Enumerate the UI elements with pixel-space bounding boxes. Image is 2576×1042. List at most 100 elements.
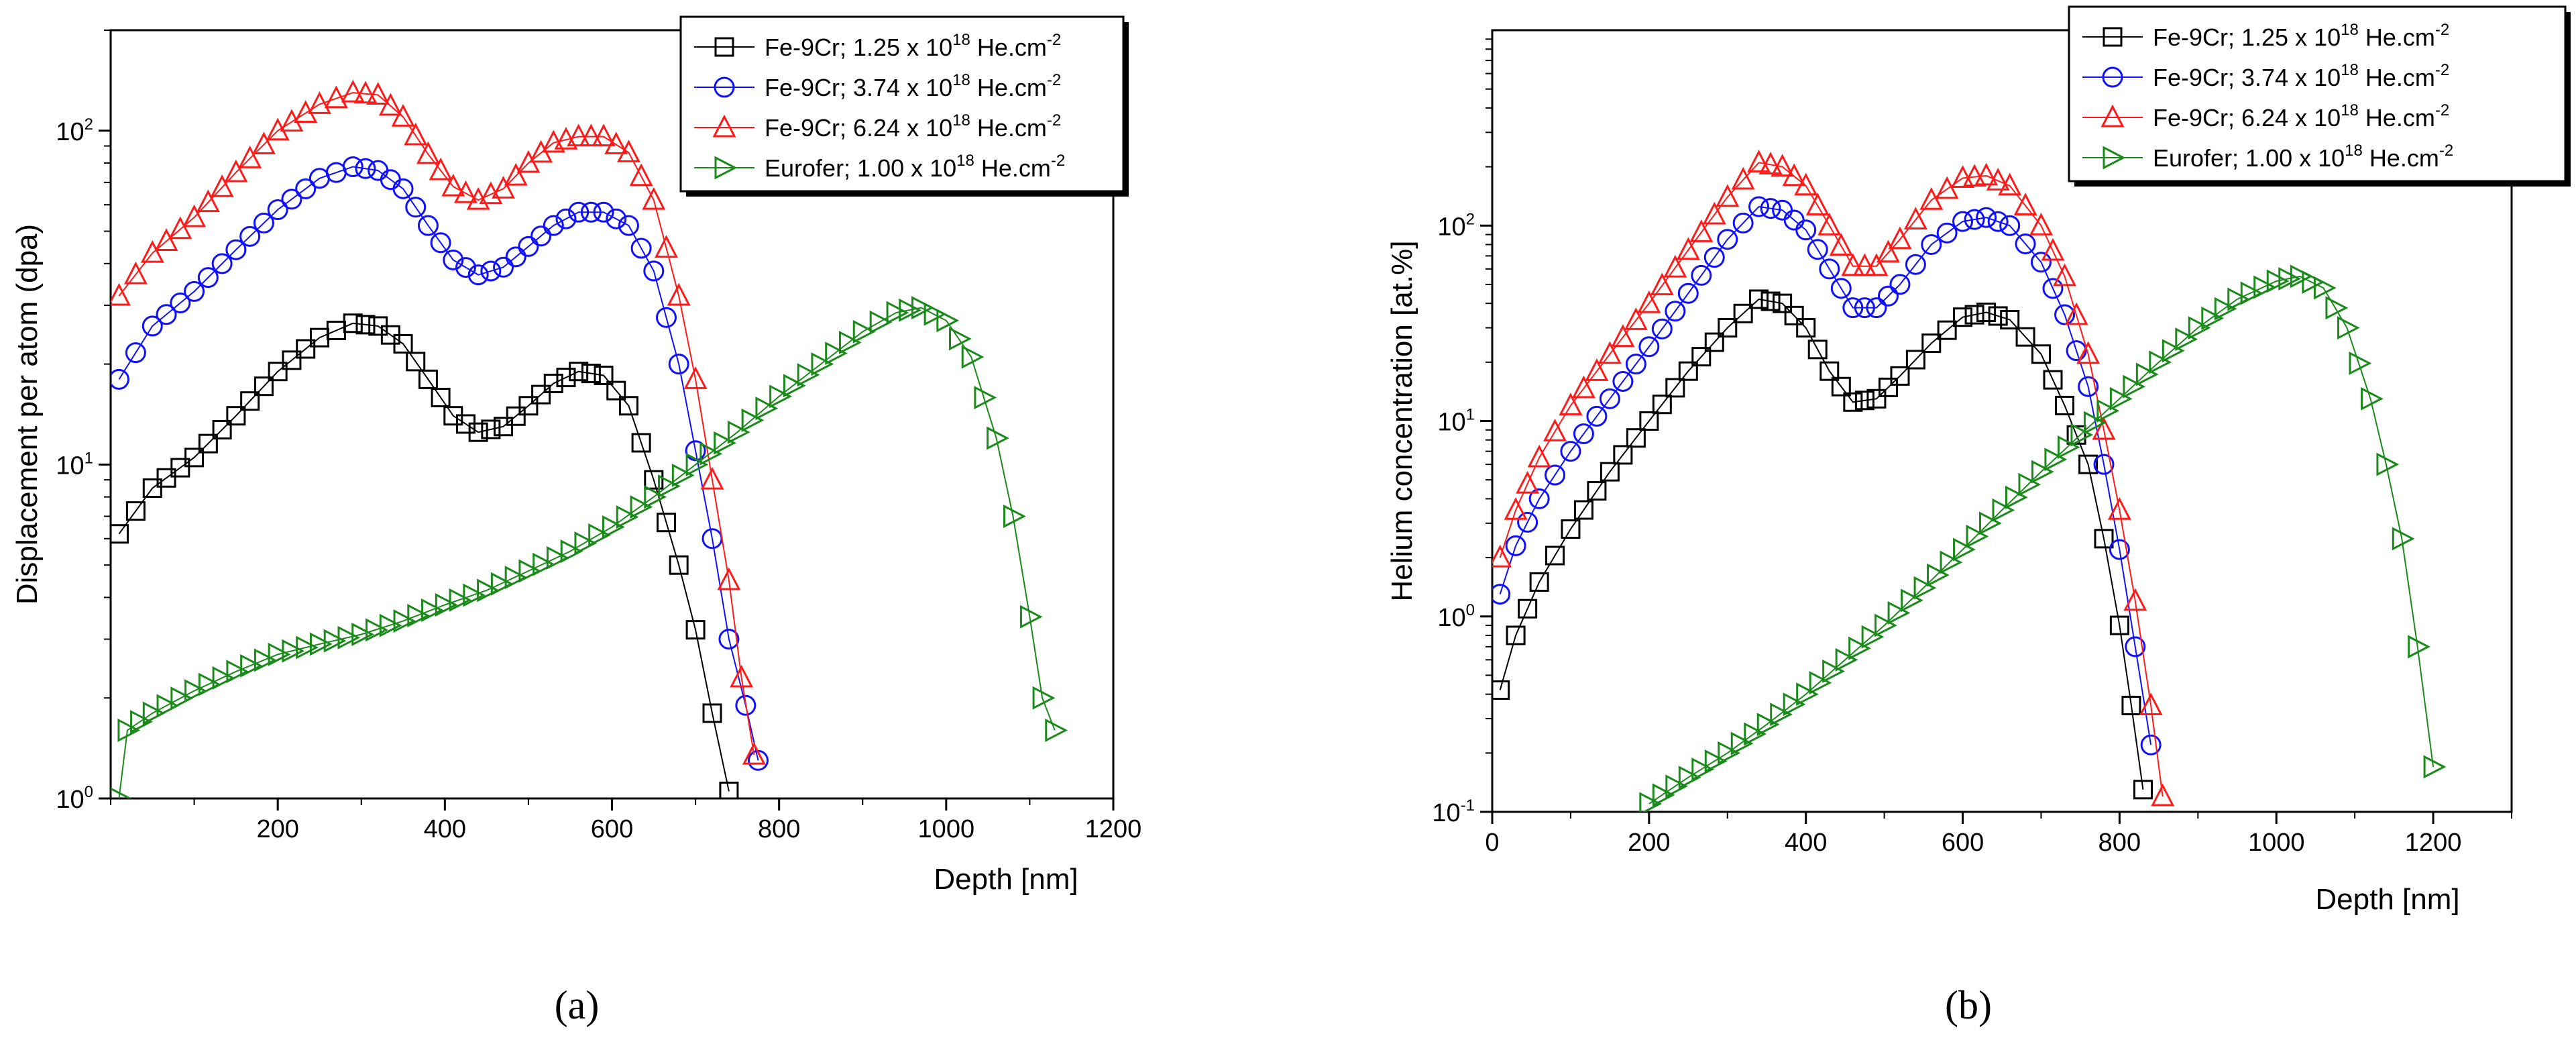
data-point [1913, 576, 1937, 600]
data-point [1830, 278, 1852, 299]
data-point [2041, 238, 2065, 261]
data-point [1731, 166, 1755, 190]
data-point [1733, 303, 1753, 323]
data-point [1866, 297, 1887, 319]
data-point [463, 583, 486, 607]
data-point [2029, 212, 2053, 236]
data-point [254, 648, 277, 672]
data-point [1889, 274, 1911, 295]
data-point [1691, 347, 1712, 367]
data-point [1665, 378, 1685, 398]
data-point [1770, 702, 1793, 727]
legend-entry: Fe-9Cr; 3.74 x 1018 He.cm-2 [765, 71, 1061, 101]
data-point [2123, 588, 2147, 611]
data-point [490, 572, 514, 596]
data-point [416, 141, 440, 164]
data-point [630, 495, 653, 519]
data-point [506, 406, 526, 426]
data-point [225, 239, 247, 260]
data-point [2018, 472, 2041, 497]
data-point [618, 215, 639, 236]
data-point [198, 433, 218, 454]
data-point [1861, 625, 1885, 649]
data-point [769, 384, 792, 409]
data-point [111, 368, 129, 390]
data-point [366, 82, 390, 105]
data-point [2015, 327, 2035, 347]
data-point [1841, 253, 1865, 276]
data-point [1901, 588, 1923, 613]
data-point [1829, 233, 1853, 256]
x-tick-label: 0 [1485, 829, 1499, 857]
data-point [1492, 680, 1510, 700]
data-point [1506, 625, 1526, 645]
data-point [254, 376, 274, 397]
data-point [355, 315, 376, 335]
data-point [295, 178, 317, 199]
data-point [869, 310, 893, 334]
data-point [2109, 539, 2130, 560]
data-point [2214, 297, 2237, 321]
data-point [1677, 282, 1699, 304]
legend-marker [2102, 66, 2123, 88]
series-line [118, 92, 755, 756]
data-point [2408, 635, 2430, 659]
data-point [1919, 187, 1944, 210]
y-tick-label: 101 [56, 449, 93, 480]
data-point [602, 515, 625, 539]
data-point [405, 197, 427, 218]
data-point [1718, 741, 1741, 765]
data-point [468, 422, 488, 442]
data-point [239, 225, 261, 247]
x-tick-label: 800 [2098, 829, 2141, 857]
data-point [1691, 264, 1712, 286]
data-point [1783, 692, 1806, 717]
data-point [2093, 454, 2115, 475]
data-point [1979, 511, 2002, 535]
data-point [2201, 306, 2225, 330]
data-point [493, 256, 514, 278]
data-point [421, 598, 444, 622]
data-point [142, 701, 166, 725]
chart-panel-b: 0 200 400 600 800 1000 1200 10-1 100 101 102 Depth … [1386, 5, 2571, 916]
data-point [923, 302, 947, 326]
series-group [111, 79, 1068, 798]
data-point [629, 163, 653, 187]
data-point [2094, 529, 2114, 549]
data-point [1937, 320, 1957, 340]
data-point [140, 240, 164, 263]
data-point [2030, 252, 2052, 273]
chart-panel-a: 200 400 600 800 1000 1200 100 101 102 Depth [nm] D… [11, 15, 1141, 896]
data-point [1676, 237, 1700, 260]
data-point [518, 559, 542, 583]
data-point [1545, 464, 1566, 486]
data-point [1528, 488, 1550, 509]
legend-entry: Fe-9Cr; 1.25 x 1018 He.cm-2 [2153, 21, 2449, 51]
data-point [581, 364, 601, 384]
data-point [518, 236, 539, 257]
panel-label-a: (a) [555, 983, 600, 1027]
data-point [1665, 774, 1689, 798]
data-point [2423, 755, 2447, 779]
data-point [2044, 448, 2068, 472]
data-point [1866, 388, 1887, 409]
data-point [699, 441, 723, 466]
data-point [2121, 696, 2141, 716]
data-point [718, 629, 740, 650]
data-point [1974, 162, 1999, 186]
legend: Fe-9Cr; 1.25 x 1018 He.cm-2 Fe-9Cr; 3.74 … [679, 15, 1129, 197]
data-point [2302, 270, 2325, 294]
data-point [755, 397, 779, 421]
data-point [125, 342, 146, 364]
data-point [253, 212, 274, 233]
data-point [392, 178, 414, 199]
data-point [594, 365, 614, 385]
data-point [480, 260, 502, 282]
data-point [1852, 253, 1877, 276]
data-point [431, 388, 451, 408]
data-point [1517, 511, 1538, 533]
data-point [1935, 176, 1959, 199]
data-point [2066, 340, 2087, 362]
data-point [1637, 290, 1661, 313]
data-point [671, 464, 695, 487]
